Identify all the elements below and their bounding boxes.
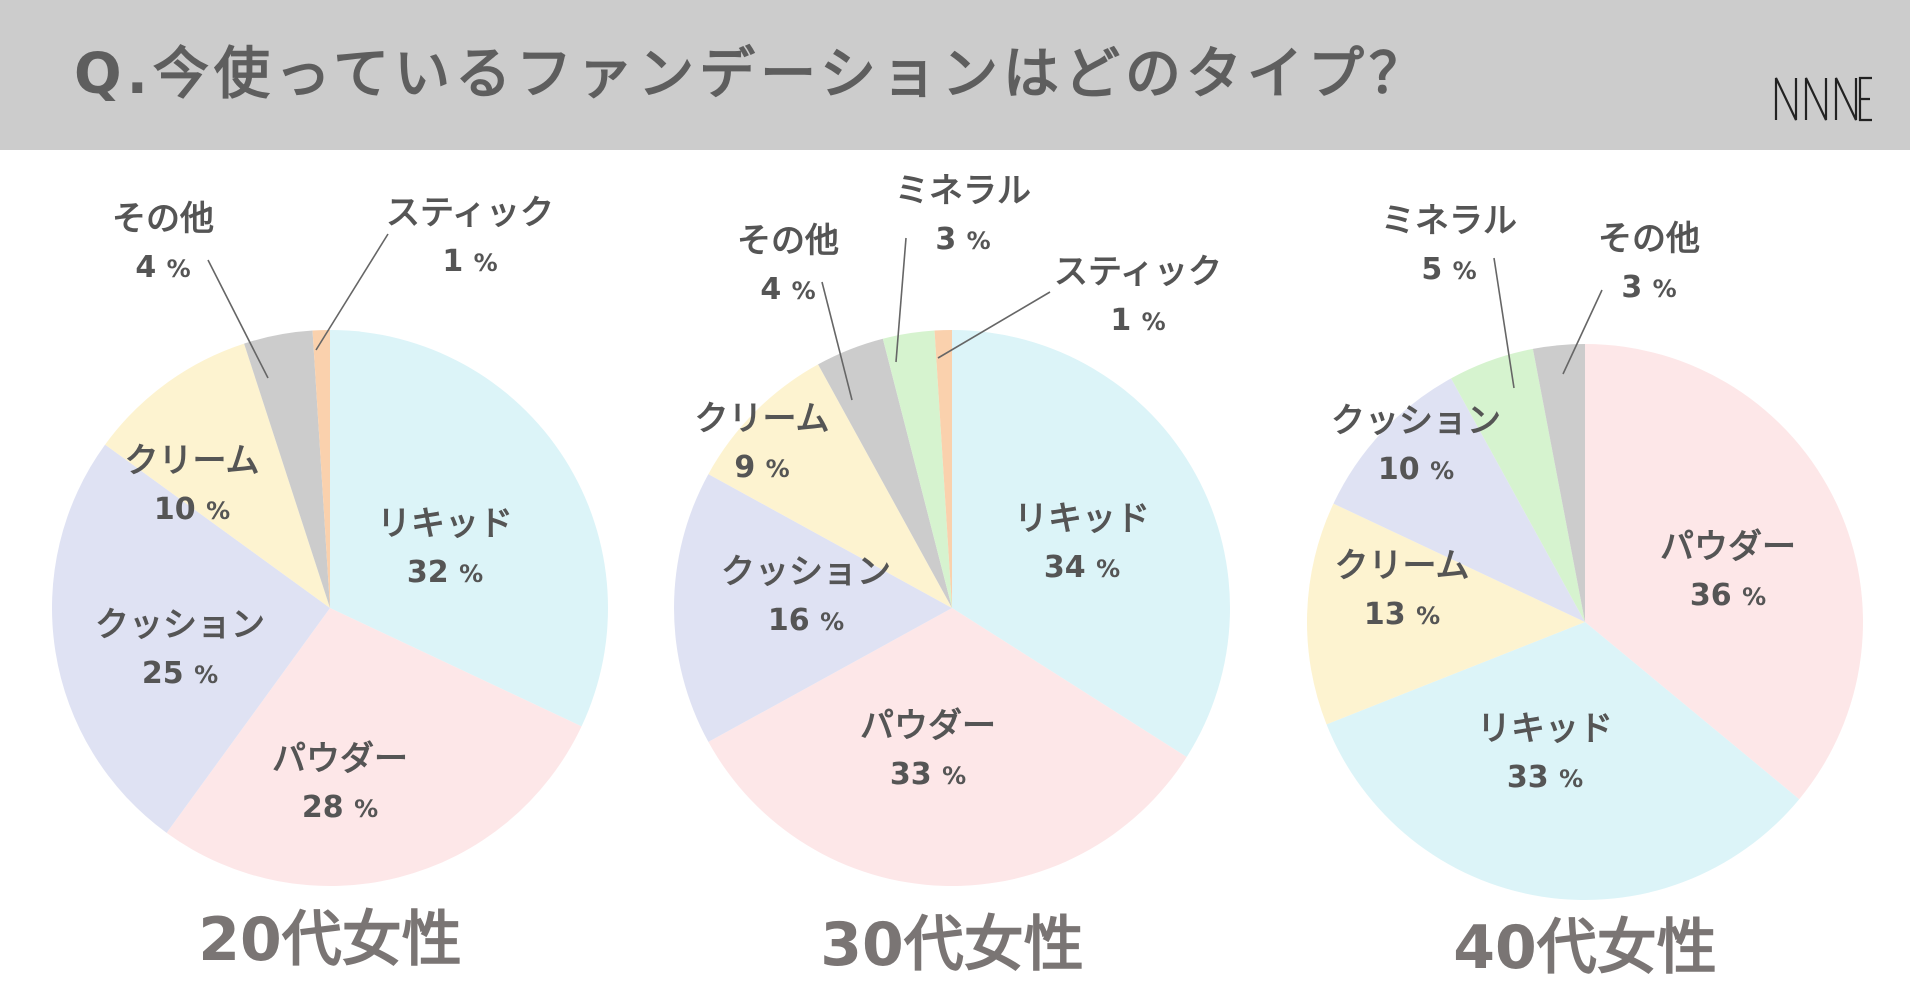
chart-title: 30代女性	[820, 910, 1084, 980]
leader-line	[1562, 289, 1603, 375]
slice-value: 1 %	[1110, 303, 1165, 338]
pie-slice	[1532, 344, 1585, 622]
pie-slice	[1333, 378, 1585, 622]
slice-value: 10 %	[1378, 452, 1454, 487]
pie-slice	[674, 474, 952, 742]
pie-slice	[818, 338, 952, 608]
slice-value: 13 %	[1364, 597, 1440, 632]
pie-slice	[934, 330, 952, 608]
leader-line	[315, 233, 389, 351]
slice-value: 3 %	[1621, 270, 1676, 305]
slice-label: リキッド	[1477, 709, 1613, 749]
slice-value: 25 %	[142, 656, 218, 691]
slice-label: リキッド	[377, 504, 513, 544]
slice-label: パウダー	[272, 739, 408, 779]
slice-value: 32 %	[407, 555, 483, 590]
pie-slice	[166, 608, 582, 886]
slice-label: クッション	[1331, 401, 1501, 441]
pie-chart-1: リキッド 32 % パウダー 28 % クッション 25 % クリーム 10 % その他 4 % ス…	[51, 193, 608, 975]
slice-label: その他	[112, 199, 214, 239]
slice-value: 1 %	[442, 244, 497, 279]
leader-line	[937, 291, 1051, 359]
leader-line	[1493, 257, 1515, 389]
pie-slice	[330, 330, 608, 727]
brand-logo	[1774, 76, 1872, 122]
slice-value: 36 %	[1690, 578, 1766, 613]
slice-value: 33 %	[890, 757, 966, 792]
pie-slice	[1306, 503, 1585, 725]
slice-value: 5 %	[1421, 252, 1476, 287]
slice-value: 10 %	[154, 492, 230, 527]
slice-label: パウダー	[860, 706, 996, 746]
chart-title: 40代女性	[1453, 913, 1717, 983]
pie-slice	[1585, 344, 1863, 800]
pie-slice	[882, 330, 952, 608]
leader-line	[821, 281, 853, 401]
slice-label: ミネラル	[895, 171, 1031, 211]
pie-slice	[708, 608, 1187, 886]
slice-label: スティック	[1054, 252, 1222, 292]
pie-slice	[952, 330, 1230, 757]
pie-slice	[51, 444, 330, 833]
pie-chart-3: パウダー 36 % リキッド 33 % クリーム 13 % クッション 10 % ミネラル 5 %…	[1306, 201, 1863, 983]
leader-line	[895, 237, 907, 363]
slice-value: 34 %	[1044, 550, 1120, 585]
slice-label: その他	[737, 221, 839, 261]
slice-label: クリーム	[125, 441, 260, 481]
pie-slice	[1451, 348, 1585, 622]
slice-label: クッション	[721, 552, 891, 592]
slice-label: クリーム	[1335, 546, 1470, 586]
leader-line	[207, 259, 269, 379]
slice-value: 28 %	[302, 790, 378, 825]
slice-value: 9 %	[734, 450, 789, 485]
slice-label: その他	[1598, 219, 1700, 259]
pie-slice	[1326, 622, 1800, 900]
slice-value: 4 %	[135, 250, 190, 285]
slice-label: スティック	[386, 193, 554, 233]
slice-label: クッション	[95, 605, 265, 645]
slice-label: クリーム	[695, 399, 830, 439]
pie-slice	[312, 330, 330, 608]
pie-slice	[708, 364, 952, 608]
slice-label: リキッド	[1014, 499, 1150, 539]
slice-value: 16 %	[768, 603, 844, 638]
page-title: Q.今使っているファンデーションはどのタイプ？	[74, 42, 1430, 107]
slice-value: 33 %	[1507, 760, 1583, 795]
slice-value: 3 %	[935, 222, 990, 257]
pie-slice	[244, 330, 330, 608]
chart-title: 20代女性	[198, 905, 462, 975]
pie-chart-2: リキッド 34 % パウダー 33 % クッション 16 % クリーム 9 % その他 4 % ミネ…	[674, 171, 1230, 980]
slice-value: 4 %	[760, 272, 815, 307]
slice-label: パウダー	[1660, 527, 1796, 567]
slice-label: ミネラル	[1381, 201, 1517, 241]
header-bar: Q.今使っているファンデーションはどのタイプ？	[0, 0, 1910, 150]
pie-slice	[105, 343, 330, 608]
